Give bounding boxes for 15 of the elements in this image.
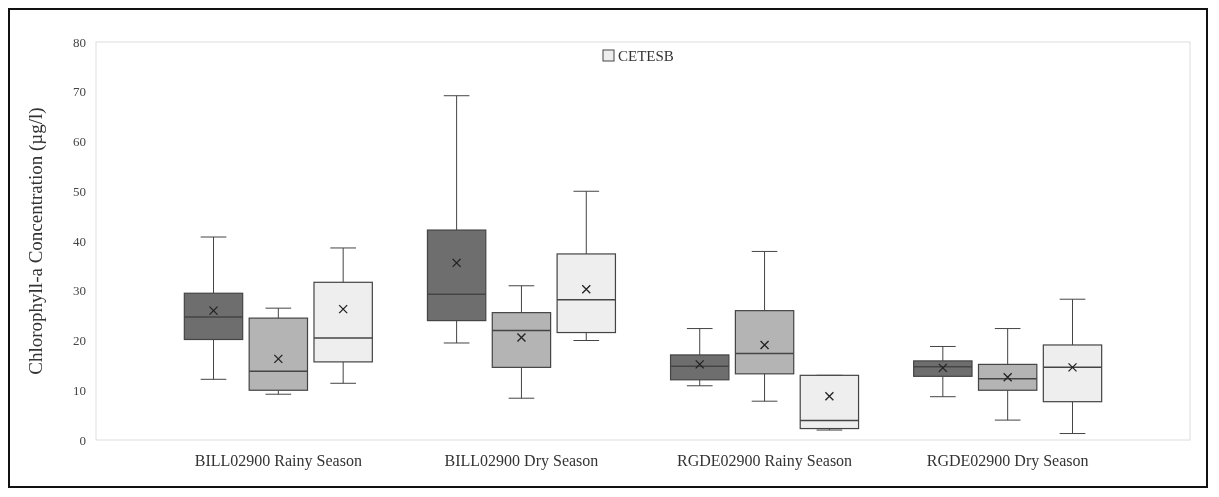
y-tick-label: 20 <box>73 333 86 349</box>
x-tick-label: BILL02900 Rainy Season <box>194 452 362 470</box>
y-tick-label: 70 <box>73 84 86 100</box>
y-axis-title: Chlorophyll-a Concentration (µg/l) <box>25 107 47 375</box>
y-tick-label: 30 <box>73 283 86 299</box>
x-tick-label: RGDE02900 Dry Season <box>926 452 1089 470</box>
y-tick-label: 60 <box>73 134 86 150</box>
y-tick-label: 80 <box>73 34 86 50</box>
y-tick-label: 50 <box>73 183 86 199</box>
legend-label: CETESB <box>618 48 674 65</box>
y-tick-label: 40 <box>73 233 86 249</box>
x-tick-label: BILL02900 Dry Season <box>444 452 599 470</box>
y-tick-label: 10 <box>73 382 86 398</box>
y-tick-label: 0 <box>79 432 86 448</box>
x-tick-label: RGDE02900 Rainy Season <box>677 452 853 470</box>
